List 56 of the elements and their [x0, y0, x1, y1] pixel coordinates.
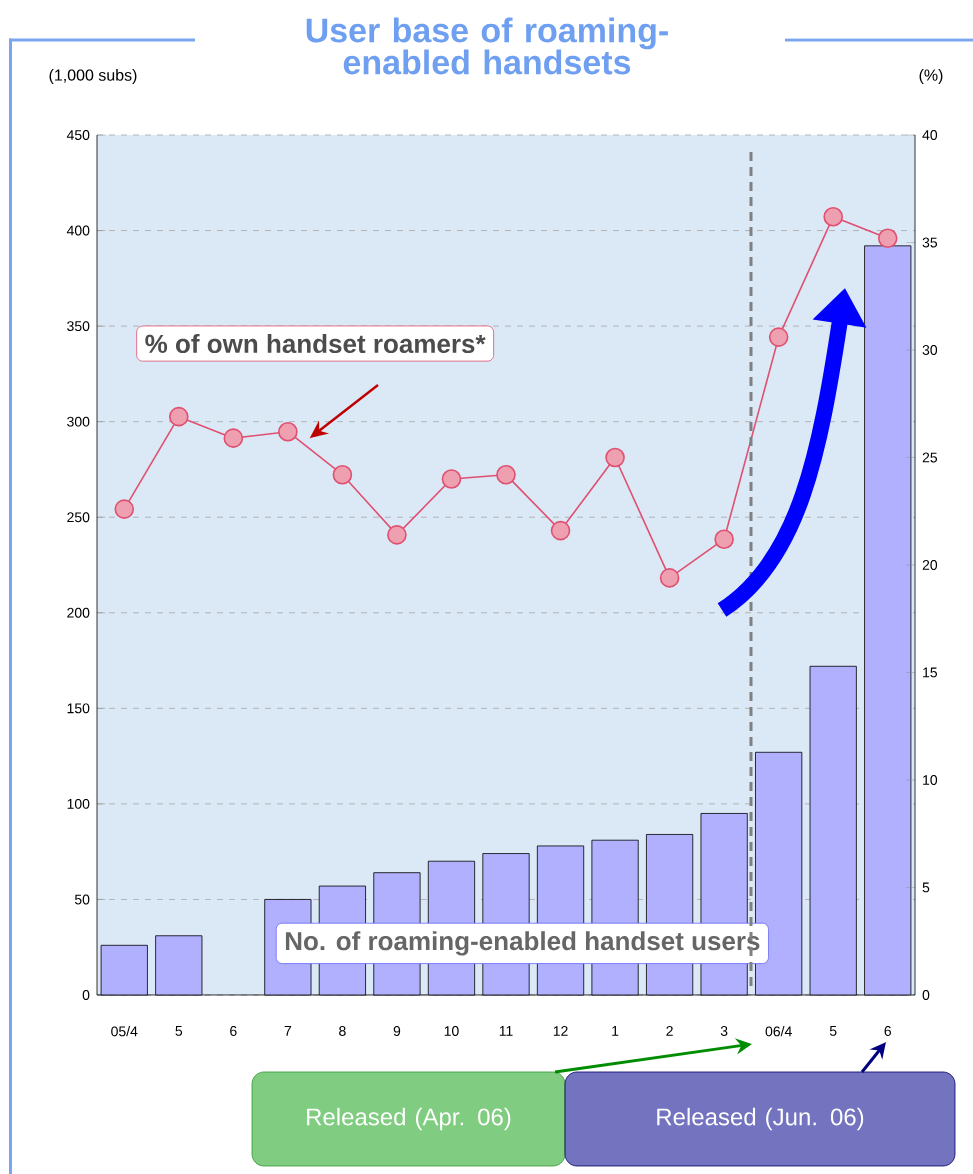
point [659, 568, 680, 588]
point [823, 206, 843, 227]
y-tick-label: 0 [82, 990, 90, 1000]
y-tick-label: 50 [74, 894, 90, 905]
y-tick-label: 200 [67, 607, 90, 618]
x-tick-label: 8 [339, 1026, 346, 1036]
y2-tick-label: 25 [922, 452, 938, 463]
x-tick-label: 11 [499, 1026, 513, 1036]
x-tick-label: 5 [175, 1026, 183, 1036]
x-tick-label: 12 [553, 1026, 568, 1036]
series-label: No. of roaming-enabled handset users [285, 931, 760, 956]
y-tick-label: 350 [67, 321, 90, 332]
y-tick-label: 250 [67, 512, 90, 523]
x-tick-label: 6 [884, 1026, 891, 1036]
x-tick-label: 10 [444, 1026, 459, 1036]
x-tick-label: 2 [666, 1026, 673, 1036]
y2-tick-label: 35 [922, 237, 938, 248]
y-axis-title: (1,000 subs) [49, 69, 137, 84]
x-tick-label: 9 [393, 1026, 401, 1036]
text: Released (Apr. 06) [307, 1107, 511, 1131]
y-tick-label: 400 [66, 225, 90, 236]
point [387, 525, 407, 545]
x-tick-label: 6 [230, 1026, 237, 1036]
point [169, 406, 189, 427]
point [278, 421, 298, 442]
y-tick-label: 450 [66, 130, 90, 140]
x-tick-label: 3 [720, 1026, 728, 1036]
point [332, 464, 353, 485]
y2-axis-title: (%) [919, 69, 943, 84]
point [496, 464, 516, 485]
x-tick-label: 5 [829, 1026, 837, 1036]
point [768, 327, 789, 347]
chart-title: User base of roaming-enabled handsets [306, 17, 668, 75]
point [877, 228, 898, 248]
point [605, 447, 625, 468]
x-tick-label: 06/4 [765, 1026, 792, 1037]
y-tick-label: 300 [67, 416, 90, 427]
y2-tick-label: 0 [922, 990, 930, 1000]
point [223, 428, 244, 448]
y2-tick-label: 40 [922, 130, 938, 140]
y2-tick-label: 30 [922, 345, 938, 355]
y-tick-label: 100 [67, 798, 90, 809]
point [550, 520, 571, 541]
y-tick-label: 150 [67, 703, 90, 714]
y2-tick-label: 10 [923, 775, 938, 785]
x-tick-label: 1 [612, 1026, 619, 1036]
y2-tick-label: 20 [922, 560, 938, 570]
legend-label: % of own handset roamers* [145, 333, 486, 354]
point [441, 469, 462, 489]
text: Released (Jun. 06) [657, 1107, 864, 1131]
point [114, 499, 135, 519]
y2-tick-label: 15 [923, 667, 938, 678]
x-tick-label: 7 [284, 1026, 292, 1036]
y2-tick-label: 5 [922, 882, 930, 893]
point [714, 529, 734, 549]
x-tick-label: 05/4 [111, 1026, 138, 1037]
